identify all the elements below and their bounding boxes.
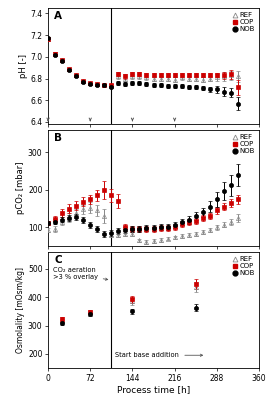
Text: B: B [54, 134, 62, 144]
Legend: REF, COP, NOB: REF, COP, NOB [230, 255, 256, 277]
Y-axis label: pCO₂ [mbar]: pCO₂ [mbar] [16, 162, 25, 214]
X-axis label: Process time [h]: Process time [h] [117, 385, 190, 394]
Legend: REF, COP, NOB: REF, COP, NOB [230, 12, 256, 33]
Legend: REF, COP, NOB: REF, COP, NOB [230, 134, 256, 155]
Text: C: C [54, 255, 62, 265]
Y-axis label: pH [-]: pH [-] [19, 54, 28, 78]
Y-axis label: Osmolality [mOsm/kg]: Osmolality [mOsm/kg] [16, 267, 25, 353]
Text: CO₂ aeration
>3 % overlay: CO₂ aeration >3 % overlay [53, 268, 108, 280]
Text: Start base addition: Start base addition [115, 352, 203, 358]
Text: A: A [54, 12, 62, 22]
